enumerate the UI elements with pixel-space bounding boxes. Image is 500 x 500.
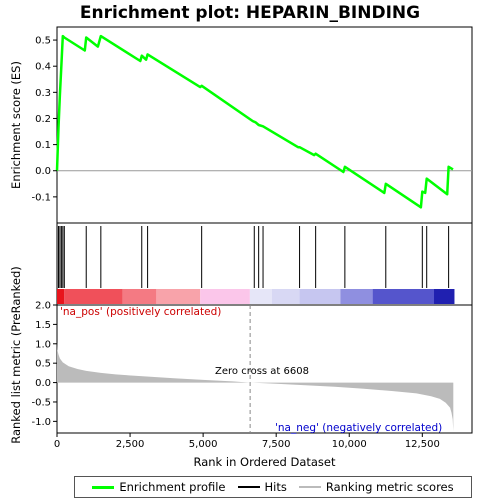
ranked-metric-area	[57, 341, 454, 432]
rm-y-ticks: 2.0 1.5 1.0 0.5 0.0 -0.5 -1.0	[31, 301, 57, 428]
legend-swatch-enrichment	[92, 485, 115, 489]
legend-item-enrichment: Enrichment profile	[92, 480, 226, 494]
es-ytick-label: -0.1	[31, 192, 51, 203]
rm-xtick-label: 0	[54, 439, 60, 450]
colorbar-segment	[340, 289, 373, 304]
colorbar-segment	[249, 289, 272, 304]
es-profile-line	[55, 34, 454, 209]
rm-xtick-label: 5,000	[189, 439, 218, 450]
legend-swatch-hits	[237, 486, 260, 488]
es-ytick-label: 0.2	[35, 114, 51, 125]
panel-frames	[56, 26, 473, 434]
colorbar-segment	[156, 289, 201, 304]
rm-xtick-label: 12,500	[405, 439, 440, 450]
rm-xtick-label: 10,000	[332, 439, 367, 450]
colorbar-segment	[122, 289, 157, 304]
colorbar-segment	[200, 289, 250, 304]
legend-label: Ranking metric scores	[325, 480, 454, 494]
legend-swatch-ranking	[298, 486, 321, 488]
zero-cross-label: Zero cross at 6608	[215, 366, 309, 377]
rm-ytick-label: -0.5	[31, 397, 51, 408]
es-profile	[55, 34, 454, 209]
es-ytick-label: 0.4	[35, 62, 51, 73]
rm-x-ticks: 0 2,500 5,000 7,500 10,000 12,500	[54, 433, 440, 450]
es-ytick-label: 0.5	[35, 36, 51, 47]
rm-xtick-label: 2,500	[116, 439, 145, 450]
rm-ytick-label: -1.0	[31, 417, 51, 428]
rank-colorbar	[57, 289, 455, 304]
rm-ytick-label: 0.5	[35, 359, 51, 370]
colorbar-segment	[299, 289, 341, 304]
es-ytick-label: 0.1	[35, 140, 51, 151]
legend-label: Enrichment profile	[119, 480, 226, 494]
es-frame	[56, 26, 473, 224]
rm-x-axis-label: Rank in Ordered Dataset	[193, 455, 336, 469]
chart-title: Enrichment plot: HEPARIN_BINDING	[80, 3, 420, 23]
es-ytick-label: 0.3	[35, 88, 51, 99]
pos-correlated-label: 'na_pos' (positively correlated)	[60, 306, 221, 318]
legend: Enrichment profile Hits Ranking metric s…	[74, 476, 472, 498]
legend-label: Hits	[264, 480, 287, 494]
rm-ytick-label: 1.0	[35, 339, 51, 350]
ranked-metric-fill	[57, 341, 454, 432]
legend-item-hits: Hits	[237, 480, 287, 494]
rm-ytick-label: 2.0	[35, 301, 51, 312]
es-y-ticks: 0.5 0.4 0.3 0.2 0.1 0.0 -0.1	[31, 36, 57, 203]
colorbar-segment	[434, 289, 455, 304]
legend-item-ranking: Ranking metric scores	[298, 480, 454, 494]
colorbar-segment	[372, 289, 435, 304]
colorbar-segment	[64, 289, 123, 304]
rm-xtick-label: 7,500	[262, 439, 291, 450]
colorbar-segment	[271, 289, 300, 304]
hits-panel	[57, 226, 450, 288]
colorbar-segment	[57, 289, 65, 304]
es-y-axis-label: Enrichment score (ES)	[9, 61, 23, 189]
es-ytick-label: 0.0	[35, 166, 51, 177]
rm-y-axis-label: Ranked list metric (PreRanked)	[9, 266, 23, 444]
neg-correlated-label: 'na_neg' (negatively correlated)	[275, 422, 442, 434]
rm-ytick-label: 1.5	[35, 320, 51, 331]
rm-ytick-label: 0.0	[35, 378, 51, 389]
